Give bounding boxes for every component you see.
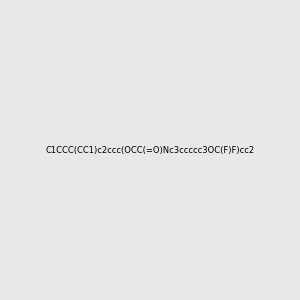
Text: C1CCC(CC1)c2ccc(OCC(=O)Nc3ccccc3OC(F)F)cc2: C1CCC(CC1)c2ccc(OCC(=O)Nc3ccccc3OC(F)F)c… [45,146,255,154]
